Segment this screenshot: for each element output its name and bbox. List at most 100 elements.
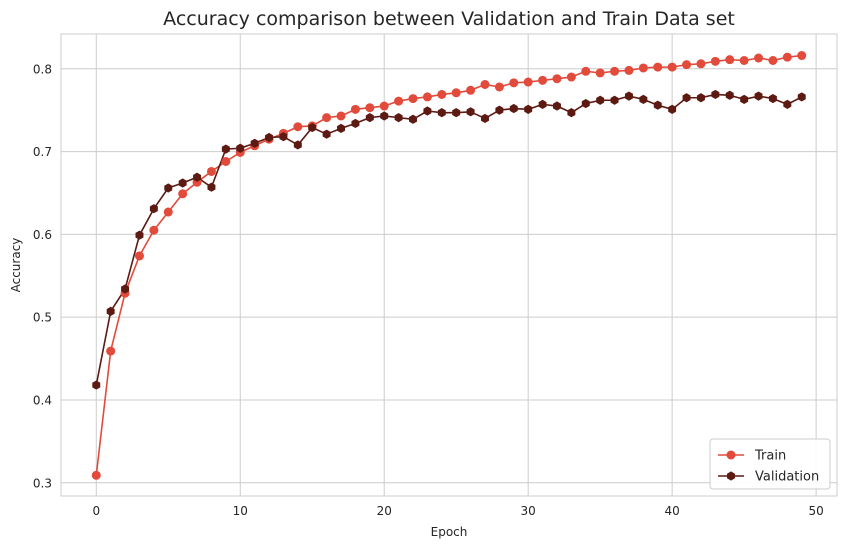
train-point: [422, 92, 432, 102]
legend-train-marker: [726, 450, 736, 460]
validation-point: [783, 99, 792, 109]
x-tick-label: 0: [92, 504, 100, 518]
legend-validation-marker: [727, 471, 735, 481]
validation-point: [596, 95, 605, 105]
x-tick-label: 10: [233, 504, 248, 518]
validation-point: [409, 114, 417, 124]
train-point: [394, 96, 404, 106]
train-point: [365, 103, 375, 113]
y-tick-label: 0.5: [33, 311, 52, 325]
train-point: [523, 77, 533, 87]
train-point: [480, 80, 490, 90]
train-point: [739, 55, 749, 65]
validation-point: [639, 94, 648, 105]
validation-point: [207, 182, 216, 192]
train-point: [350, 104, 360, 114]
validation-point: [308, 122, 317, 133]
train-point: [782, 52, 792, 62]
train-point: [797, 51, 807, 61]
validation-point: [337, 123, 346, 133]
validation-point: [452, 108, 461, 118]
validation-point: [797, 92, 806, 102]
y-tick-label: 0.8: [33, 62, 52, 76]
train-point: [509, 78, 519, 88]
train-point: [696, 59, 706, 69]
train-point: [466, 85, 476, 95]
grid: [61, 34, 837, 496]
train-point: [566, 72, 576, 82]
validation-point: [466, 107, 475, 117]
train-point: [293, 122, 303, 132]
train-point: [653, 62, 663, 72]
validation-point: [682, 93, 691, 103]
y-tick-label: 0.6: [33, 228, 52, 242]
train-point: [494, 82, 504, 92]
train-point: [552, 74, 562, 84]
validation-point: [293, 140, 302, 150]
train-point: [610, 66, 620, 76]
validation-point: [193, 172, 202, 182]
train-point: [206, 166, 216, 176]
train-point: [149, 225, 159, 235]
validation-point: [624, 91, 633, 101]
train-point: [638, 63, 648, 73]
validation-point: [178, 178, 187, 188]
train-point: [754, 53, 764, 63]
validation-point: [481, 113, 489, 124]
chart-title: Accuracy comparison between Validation a…: [163, 8, 735, 30]
validation-point: [495, 105, 504, 115]
validation-point: [768, 93, 777, 104]
validation-point: [121, 284, 130, 294]
validation-point: [322, 129, 331, 139]
x-tick-labels: 0 10 20 30 40 50: [92, 504, 823, 518]
validation-point: [754, 91, 763, 101]
validation-point: [380, 111, 389, 121]
validation-point: [668, 104, 677, 114]
validation-point: [581, 98, 590, 109]
train-point: [624, 65, 634, 75]
x-tick-label: 40: [665, 504, 680, 518]
validation-point: [164, 183, 173, 193]
train-point: [581, 66, 591, 76]
validation-point: [538, 99, 547, 109]
train-point: [106, 346, 116, 356]
legend-validation-label: Validation: [755, 470, 819, 485]
validation-point: [365, 113, 374, 123]
train-point: [682, 60, 692, 70]
validation-point: [437, 108, 446, 118]
x-tick-label: 20: [377, 504, 392, 518]
validation-point: [394, 113, 403, 123]
validation-point: [279, 132, 288, 142]
train-point: [336, 111, 346, 121]
train-point: [437, 89, 447, 99]
train-point: [163, 207, 173, 217]
x-tick-label: 50: [808, 504, 823, 518]
validation-point: [610, 95, 619, 105]
train-point: [91, 470, 101, 480]
validation-point: [149, 204, 158, 214]
validation-point: [135, 230, 144, 240]
train-point: [710, 56, 720, 66]
plot-frame: [60, 33, 838, 497]
train-point: [667, 62, 677, 72]
plot-area: [61, 34, 837, 496]
validation-point: [725, 90, 734, 100]
validation-point: [265, 132, 274, 143]
validation-point: [221, 144, 230, 154]
train-point: [221, 157, 231, 167]
y-tick-label: 0.7: [33, 145, 52, 159]
x-tick-label: 30: [521, 504, 536, 518]
validation-point: [250, 138, 259, 148]
validation-point: [653, 100, 662, 110]
train-point: [595, 68, 605, 78]
validation-point: [552, 101, 561, 111]
y-tick-labels: 0.3 0.4 0.5 0.6 0.7 0.8: [33, 62, 52, 490]
validation-point: [106, 306, 115, 316]
y-axis-label: Accuracy: [9, 238, 23, 293]
train-point: [768, 55, 778, 65]
x-axis-label: Epoch: [431, 525, 468, 539]
validation-point: [236, 143, 245, 153]
legend: Train Validation: [709, 438, 831, 490]
train-point: [725, 55, 735, 65]
